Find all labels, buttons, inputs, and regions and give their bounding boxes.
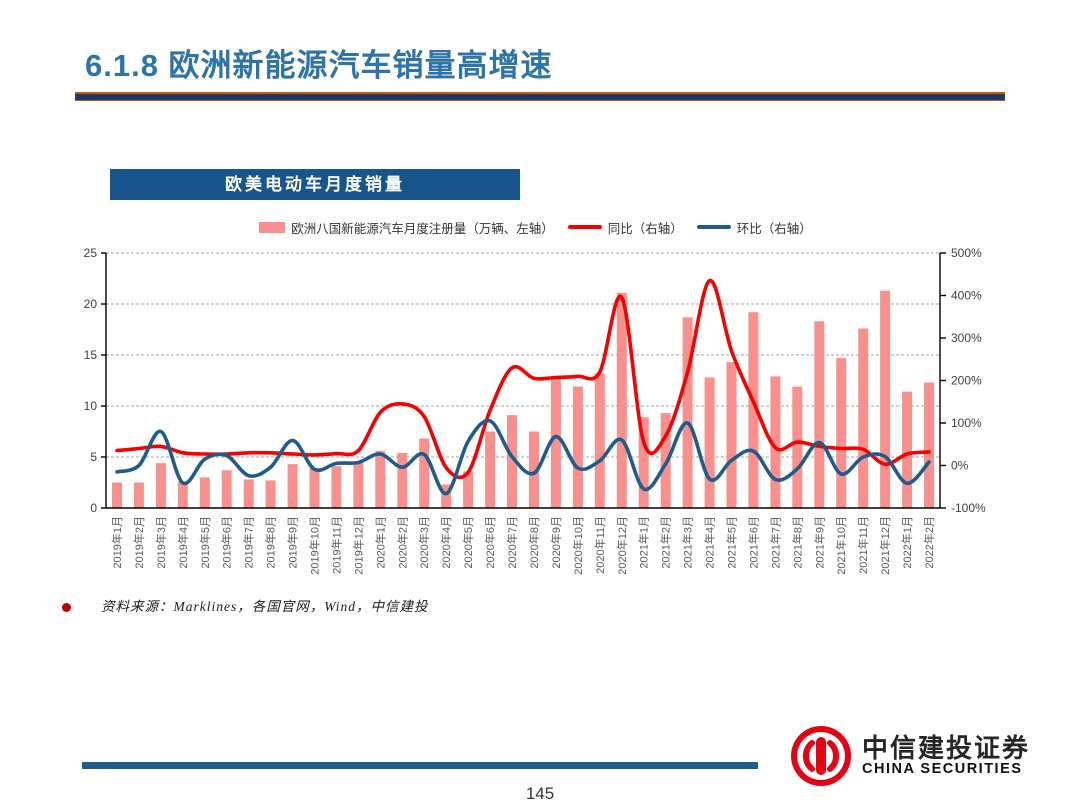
- svg-text:2021年10月: 2021年10月: [834, 516, 848, 575]
- page-number: 145: [525, 784, 555, 803]
- svg-text:2020年8月: 2020年8月: [527, 516, 541, 569]
- svg-text:2020年12月: 2020年12月: [615, 516, 629, 575]
- citic-emblem-icon: [791, 726, 851, 786]
- legend-label: 欧洲八国新能源汽车月度注册量（万辆、左轴）: [291, 221, 554, 236]
- svg-text:2022年1月: 2022年1月: [900, 516, 914, 569]
- legend-label: 同比（右轴）: [607, 221, 683, 236]
- svg-text:2020年3月: 2020年3月: [417, 516, 431, 569]
- footer-rule: [82, 762, 758, 769]
- svg-text:2022年2月: 2022年2月: [922, 516, 936, 569]
- svg-text:2020年2月: 2020年2月: [395, 516, 409, 569]
- svg-text:400%: 400%: [951, 289, 982, 303]
- logo-name-en: CHINA SECURITIES: [862, 761, 1023, 778]
- svg-text:2020年10月: 2020年10月: [571, 516, 585, 575]
- svg-text:2019年8月: 2019年8月: [264, 516, 278, 569]
- svg-text:2019年6月: 2019年6月: [220, 516, 234, 569]
- svg-text:200%: 200%: [951, 374, 982, 388]
- logo-name-cn: 中信建投证券: [862, 732, 1031, 763]
- svg-text:2019年7月: 2019年7月: [242, 516, 256, 569]
- svg-text:15: 15: [84, 348, 98, 362]
- svg-text:2021年12月: 2021年12月: [878, 516, 892, 575]
- red-line-swatch-icon: [567, 225, 602, 229]
- title-divider: [75, 92, 1005, 101]
- legend-item-registrations: 欧洲八国新能源汽车月度注册量（万辆、左轴）: [259, 218, 554, 237]
- svg-text:2020年6月: 2020年6月: [483, 516, 497, 569]
- svg-text:5: 5: [90, 450, 97, 464]
- svg-text:2021年1月: 2021年1月: [637, 516, 651, 569]
- svg-text:2021年2月: 2021年2月: [659, 516, 673, 569]
- svg-text:2021年3月: 2021年3月: [681, 516, 695, 569]
- svg-text:2021年11月: 2021年11月: [856, 516, 870, 574]
- svg-text:500%: 500%: [951, 247, 982, 260]
- legend-label: 环比（右轴）: [736, 221, 812, 236]
- svg-text:2020年4月: 2020年4月: [439, 516, 453, 569]
- svg-text:2019年1月: 2019年1月: [110, 516, 124, 569]
- svg-text:2020年1月: 2020年1月: [373, 516, 387, 569]
- bullet-icon: [62, 603, 71, 612]
- svg-text:2019年9月: 2019年9月: [286, 516, 300, 569]
- monthly-ev-sales-chart: 0 5 10 15 20 25 -100% 0% 100% 200% 300% 400% 500% 201…: [78, 246, 993, 599]
- svg-text:10: 10: [84, 399, 98, 413]
- svg-text:25: 25: [84, 247, 98, 260]
- svg-text:2019年4月: 2019年4月: [176, 516, 190, 569]
- combo-chart-svg: 0 5 10 15 20 25 -100% 0% 100% 200% 300% 400% 500% 201…: [84, 246, 986, 575]
- svg-text:-100%: -100%: [951, 501, 986, 515]
- svg-text:2019年12月: 2019年12月: [351, 516, 365, 575]
- svg-text:2019年3月: 2019年3月: [154, 516, 168, 569]
- svg-text:2020年7月: 2020年7月: [505, 516, 519, 569]
- svg-text:0: 0: [90, 501, 97, 515]
- page-title: 6.1.8 欧洲新能源汽车销量高增速: [85, 48, 553, 83]
- chart-header-box: 欧美电动车月度销量: [110, 169, 520, 200]
- svg-text:2019年11月: 2019年11月: [329, 516, 343, 574]
- legend-item-yoy: 同比（右轴）: [567, 218, 683, 237]
- svg-text:2021年8月: 2021年8月: [790, 516, 804, 569]
- svg-text:2021年6月: 2021年6月: [746, 516, 760, 569]
- chart-legend: 欧洲八国新能源汽车月度注册量（万辆、左轴） 同比（右轴） 环比（右轴）: [78, 218, 993, 236]
- svg-text:2021年9月: 2021年9月: [812, 516, 826, 569]
- svg-text:2019年2月: 2019年2月: [132, 516, 146, 569]
- svg-text:2020年9月: 2020年9月: [549, 516, 563, 569]
- svg-text:2021年4月: 2021年4月: [703, 516, 717, 569]
- svg-text:2020年11月: 2020年11月: [593, 516, 607, 574]
- svg-text:2020年5月: 2020年5月: [461, 516, 475, 569]
- svg-text:2021年7月: 2021年7月: [768, 516, 782, 569]
- svg-text:2021年5月: 2021年5月: [725, 516, 739, 569]
- svg-text:2019年5月: 2019年5月: [198, 516, 212, 569]
- legend-item-mom: 环比（右轴）: [696, 218, 812, 237]
- company-logo: 中信建投证券 CHINA SECURITIES: [790, 725, 1030, 787]
- svg-text:2019年10月: 2019年10月: [308, 516, 322, 575]
- bar-swatch-icon: [259, 221, 286, 233]
- svg-text:0%: 0%: [951, 459, 969, 473]
- svg-text:20: 20: [84, 297, 98, 311]
- svg-text:100%: 100%: [951, 416, 982, 430]
- blue-line-swatch-icon: [696, 225, 731, 229]
- svg-text:300%: 300%: [951, 331, 982, 345]
- source-note: 资料来源：Marklines，各国官网，Wind，中信建投: [101, 599, 429, 614]
